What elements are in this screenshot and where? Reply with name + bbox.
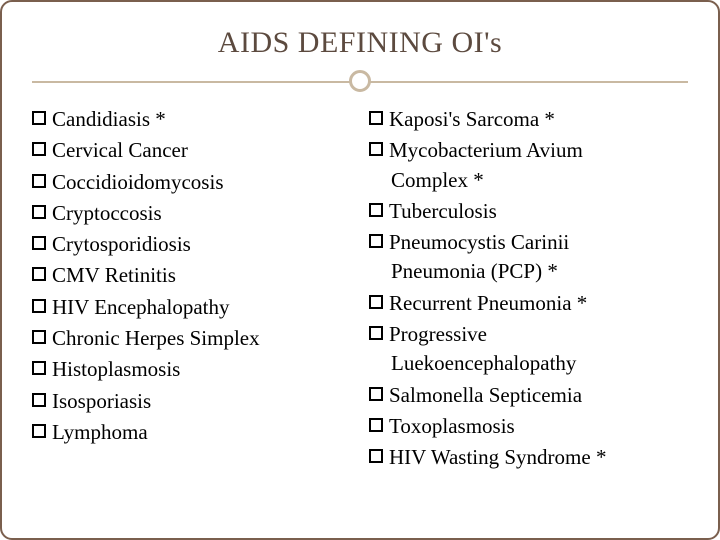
- square-bullet-icon: [369, 387, 383, 401]
- square-bullet-icon: [369, 203, 383, 217]
- list-item-text: HIV Wasting Syndrome *: [389, 444, 606, 471]
- list-item-text: Crytosporidiosis: [52, 231, 191, 258]
- square-bullet-icon: [32, 174, 46, 188]
- list-item: CMV Retinitis: [32, 262, 351, 289]
- list-item-continuation: Luekoencephalopathy: [369, 350, 688, 377]
- list-item: Salmonella Septicemia: [369, 382, 688, 409]
- content-columns: Candidiasis * Cervical Cancer Coccidioidom…: [32, 102, 688, 476]
- square-bullet-icon: [369, 326, 383, 340]
- square-bullet-icon: [369, 418, 383, 432]
- list-item: Kaposi's Sarcoma *: [369, 106, 688, 133]
- list-item-text: Cervical Cancer: [52, 137, 188, 164]
- list-item: Candidiasis *: [32, 106, 351, 133]
- list-item: Chronic Herpes Simplex: [32, 325, 351, 352]
- list-item: Toxoplasmosis: [369, 413, 688, 440]
- square-bullet-icon: [32, 361, 46, 375]
- divider-ring-icon: [349, 70, 371, 92]
- list-item-continuation: Complex *: [369, 167, 688, 194]
- list-item-text: Salmonella Septicemia: [389, 382, 582, 409]
- square-bullet-icon: [369, 111, 383, 125]
- list-item: Coccidioidomycosis: [32, 169, 351, 196]
- list-item-text: Progressive: [389, 321, 487, 348]
- list-item: Cryptoccosis: [32, 200, 351, 227]
- square-bullet-icon: [32, 142, 46, 156]
- list-item-text: Coccidioidomycosis: [52, 169, 224, 196]
- list-item-text: Toxoplasmosis: [389, 413, 515, 440]
- list-item: Progressive: [369, 321, 688, 348]
- list-item-text: Isosporiasis: [52, 388, 151, 415]
- list-item: HIV Encephalopathy: [32, 294, 351, 321]
- list-item-text: CMV Retinitis: [52, 262, 176, 289]
- list-item-text: Chronic Herpes Simplex: [52, 325, 260, 352]
- slide-title: AIDS DEFINING OI's: [32, 26, 688, 60]
- divider: [32, 70, 688, 94]
- list-item: Isosporiasis: [32, 388, 351, 415]
- square-bullet-icon: [32, 424, 46, 438]
- list-item: Crytosporidiosis: [32, 231, 351, 258]
- list-item: Mycobacterium Avium: [369, 137, 688, 164]
- list-item-text: Candidiasis *: [52, 106, 166, 133]
- square-bullet-icon: [32, 393, 46, 407]
- list-item: Recurrent Pneumonia *: [369, 290, 688, 317]
- list-item-text: Complex *: [391, 167, 484, 194]
- square-bullet-icon: [369, 295, 383, 309]
- list-item-text: Kaposi's Sarcoma *: [389, 106, 555, 133]
- square-bullet-icon: [369, 142, 383, 156]
- list-item: Tuberculosis: [369, 198, 688, 225]
- list-item: Lymphoma: [32, 419, 351, 446]
- list-item-continuation: Pneumonia (PCP) *: [369, 258, 688, 285]
- left-column: Candidiasis * Cervical Cancer Coccidioidom…: [32, 106, 351, 476]
- list-item: HIV Wasting Syndrome *: [369, 444, 688, 471]
- list-item-text: Histoplasmosis: [52, 356, 180, 383]
- list-item-text: Luekoencephalopathy: [391, 350, 576, 377]
- list-item-text: Tuberculosis: [389, 198, 497, 225]
- list-item-text: Mycobacterium Avium: [389, 137, 583, 164]
- right-column: Kaposi's Sarcoma * Mycobacterium Avium Com…: [369, 106, 688, 476]
- list-item-text: Lymphoma: [52, 419, 148, 446]
- square-bullet-icon: [369, 234, 383, 248]
- square-bullet-icon: [32, 330, 46, 344]
- list-item-text: Cryptoccosis: [52, 200, 162, 227]
- list-item: Cervical Cancer: [32, 137, 351, 164]
- square-bullet-icon: [369, 449, 383, 463]
- list-item-text: Pneumocystis Carinii: [389, 229, 569, 256]
- list-item: Pneumocystis Carinii: [369, 229, 688, 256]
- list-item-text: Pneumonia (PCP) *: [391, 258, 558, 285]
- list-item-text: HIV Encephalopathy: [52, 294, 229, 321]
- square-bullet-icon: [32, 111, 46, 125]
- slide-frame: AIDS DEFINING OI's Candidiasis * Cervical…: [0, 0, 720, 540]
- square-bullet-icon: [32, 205, 46, 219]
- list-item-text: Recurrent Pneumonia *: [389, 290, 587, 317]
- square-bullet-icon: [32, 299, 46, 313]
- list-item: Histoplasmosis: [32, 356, 351, 383]
- square-bullet-icon: [32, 267, 46, 281]
- square-bullet-icon: [32, 236, 46, 250]
